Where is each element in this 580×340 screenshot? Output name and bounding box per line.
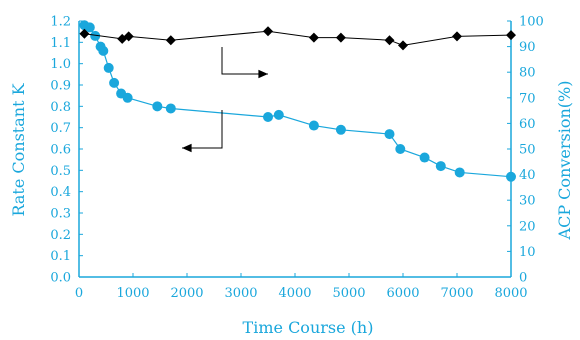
right-tick-label: 70 [519, 91, 536, 106]
rate-constant-point [454, 167, 465, 178]
x-tick-label: 6000 [386, 286, 419, 301]
rate-constant-point [308, 120, 319, 131]
arrow-shaft [221, 47, 268, 75]
arrow-shaft [182, 110, 223, 149]
rate-constant-point [419, 152, 430, 163]
left-tick-label: 1.2 [50, 15, 71, 30]
rate-constant-point [90, 30, 101, 41]
left-tick-label: 0.1 [50, 249, 71, 264]
conversion-point [384, 35, 395, 46]
arrow-head [258, 69, 268, 79]
right-tick-label: 90 [519, 40, 536, 55]
rate-constant-point [152, 101, 163, 112]
conversion-point [506, 30, 516, 41]
left-tick-label: 0.4 [50, 185, 71, 200]
left-tick-label: 0.2 [50, 228, 71, 243]
left-tick-label: 0.0 [50, 271, 71, 286]
rate-constant-line [84, 24, 512, 178]
arrow-to-conversion-axis [221, 47, 268, 79]
arrow-head [182, 143, 192, 153]
rate-constant-point [122, 92, 133, 103]
conversion-point [165, 35, 176, 46]
series-acp-conversion [79, 26, 516, 51]
right-tick-label: 50 [519, 143, 536, 158]
left-tick-label: 0.9 [50, 79, 71, 94]
conversion-point [263, 26, 273, 37]
rate-constant-point [506, 171, 516, 182]
conversion-point [79, 28, 90, 39]
conversion-point [308, 32, 319, 43]
x-tick-label: 8000 [494, 286, 527, 301]
axes-group: 0 1000 2000 3000 4000 5000 6000 7000 80000.00.10… [50, 15, 544, 302]
conversion-point [123, 31, 134, 42]
annotations-group [182, 47, 268, 153]
right-tick-label: 30 [519, 194, 536, 209]
rate-constant-point [384, 129, 395, 140]
rate-constant-point [84, 22, 95, 33]
rate-constant-point [335, 124, 346, 135]
conversion-point [452, 31, 462, 42]
left-tick-label: 0.8 [50, 100, 71, 115]
conversion-point [335, 32, 346, 43]
right-tick-label: 100 [519, 15, 544, 30]
left-tick-label: 1.0 [50, 57, 71, 72]
left-axis-title: Rate Constant K [9, 82, 28, 216]
left-tick-label: 0.3 [50, 207, 71, 222]
rate-constant-point [435, 161, 446, 172]
x-tick-label: 2000 [170, 286, 203, 301]
x-tick-label: 7000 [440, 286, 473, 301]
right-tick-label: 60 [519, 117, 536, 132]
left-tick-label: 0.6 [50, 143, 71, 158]
right-tick-label: 40 [519, 168, 536, 183]
rate-constant-point [103, 62, 114, 73]
rate-constant-point [263, 112, 273, 122]
conversion-point [398, 40, 408, 51]
x-tick-label: 5000 [332, 286, 365, 301]
arrow-to-rate-axis [182, 110, 223, 153]
x-tick-label: 0 [75, 286, 83, 301]
rate-constant-point [165, 103, 176, 114]
right-tick-label: 0 [519, 271, 527, 286]
left-tick-label: 0.7 [50, 121, 71, 136]
series-rate-constant [79, 20, 516, 182]
left-tick-label: 0.5 [50, 164, 71, 179]
rate-constant-point [109, 77, 120, 88]
left-tick-label: 1.1 [50, 36, 71, 51]
right-tick-label: 10 [519, 245, 536, 260]
rate-constant-point [98, 45, 109, 56]
x-tick-label: 3000 [224, 286, 257, 301]
right-axis-title: ACP Conversion(%) [555, 81, 574, 241]
x-axis-title: Time Course (h) [243, 318, 374, 337]
rate-constant-point [395, 144, 406, 154]
x-tick-label: 4000 [278, 286, 311, 301]
right-tick-label: 80 [519, 66, 536, 81]
right-tick-label: 20 [519, 219, 536, 234]
conversion-line [84, 30, 512, 46]
rate-constant-point [273, 109, 284, 120]
x-tick-label: 1000 [116, 286, 149, 301]
